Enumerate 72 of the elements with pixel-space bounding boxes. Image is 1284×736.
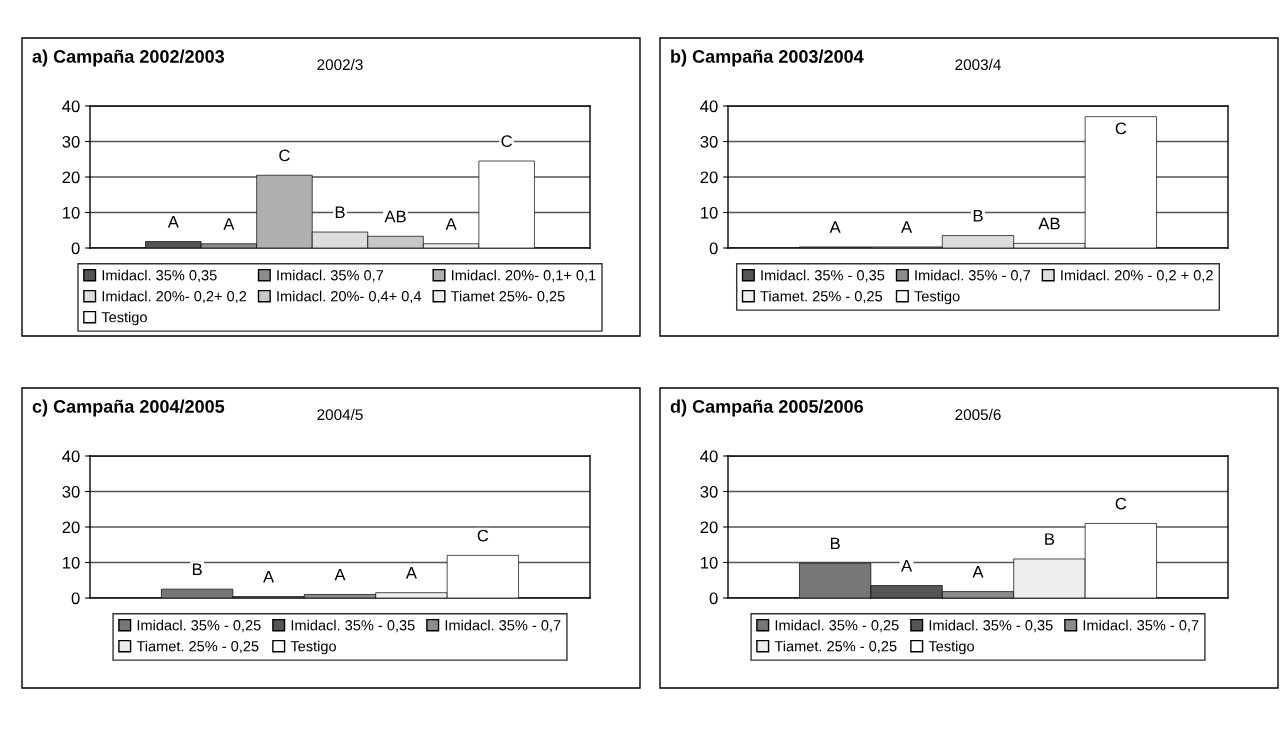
y-tick-label: 40 [700, 450, 718, 463]
legend-label: Imidacl. 35% - 0,25 [775, 619, 899, 633]
annotation: A [263, 571, 275, 583]
y-tick-label: 0 [71, 592, 80, 605]
annotation: C [477, 529, 489, 542]
annotation: B [1045, 533, 1055, 545]
legend-label: Imidacl. 20%- 0,4+ 0,4 [277, 290, 422, 304]
y-tick-label: 0 [709, 242, 718, 255]
chart-subtitle: 2004/5 [317, 408, 363, 421]
y-tick-label: 0 [71, 242, 80, 255]
annotation: A [972, 566, 984, 578]
annotation: AB [384, 210, 406, 223]
legend-label: Testigo [928, 640, 974, 655]
y-tick-label: 10 [701, 206, 718, 219]
chart-subtitle: 2003/4 [955, 58, 1001, 71]
annotation: C [1115, 497, 1127, 510]
annotation: A [405, 567, 417, 579]
annotation: A [445, 218, 457, 230]
y-tick-label: 20 [62, 171, 80, 184]
annotation: AB [1038, 217, 1060, 230]
chart-subtitle: 2005/6 [955, 408, 1001, 421]
annotation: B [192, 563, 202, 576]
legend-label: Tiamet. 25% - 0,25 [760, 290, 883, 304]
y-tick-label: 30 [700, 135, 718, 148]
legend-label: Imidacl. 35% 0,35 [102, 269, 217, 283]
annotation: A [167, 216, 179, 228]
chart-title: c) Campaña 2004/2005 [32, 399, 225, 417]
annotation: C [1115, 122, 1127, 135]
annotation: C [501, 135, 513, 148]
y-tick-label: 40 [62, 100, 80, 113]
legend-label: Imidacl. 35% - 0,35 [291, 619, 415, 633]
legend-label: Imidacl. 35% 0,7 [277, 269, 384, 283]
annotation: A [901, 560, 913, 572]
legend-label: Imidacl. 20% - 0,2 + 0,2 [1061, 269, 1213, 283]
y-tick-label: 30 [62, 135, 80, 148]
annotation: B [830, 537, 840, 550]
annotation: A [829, 221, 841, 233]
chart-title: d) Campaña 2005/2006 [670, 399, 864, 417]
y-tick-label: 40 [700, 100, 718, 113]
legend-label: Testigo [101, 311, 147, 326]
chart-subtitle: 2002/3 [317, 58, 363, 71]
y-tick-label: 30 [700, 485, 718, 498]
legend-label: Tiamet. 25% - 0,25 [774, 640, 897, 654]
annotation: B [335, 206, 345, 218]
y-tick-label: 20 [700, 521, 718, 534]
annotation: B [973, 210, 983, 222]
legend-label: Imidacl. 35% - 0,7 [1083, 619, 1199, 633]
annotation: A [901, 221, 913, 233]
y-tick-label: 20 [62, 521, 80, 534]
y-tick-label: 40 [62, 450, 80, 463]
legend-label: Imidacl. 20%- 0,1+ 0,1 [452, 269, 596, 283]
annotation: A [223, 218, 235, 230]
legend-label: Tiamet 25%- 0,25 [450, 290, 565, 304]
legend-label: Testigo [290, 640, 336, 655]
y-tick-label: 10 [63, 206, 80, 219]
y-tick-label: 0 [709, 592, 718, 605]
legend-label: Imidacl. 20%- 0,2+ 0,2 [102, 290, 247, 304]
legend-label: Imidacl. 35% - 0,7 [445, 619, 561, 633]
legend-label: Imidacl. 35% - 0,7 [915, 269, 1030, 283]
chart-title: a) Campaña 2002/2003 [32, 49, 225, 67]
legend-label: Imidacl. 35% - 0,35 [761, 269, 885, 283]
legend-label: Tiamet. 25% - 0,25 [136, 640, 259, 654]
y-tick-label: 30 [62, 485, 80, 498]
legend-label: Testigo [914, 290, 960, 305]
y-tick-label: 20 [700, 171, 718, 184]
annotation: A [334, 568, 346, 581]
y-tick-label: 10 [63, 556, 80, 569]
chart-title: b) Campaña 2003/2004 [671, 49, 864, 67]
annotation: C [279, 149, 290, 162]
legend-label: Imidacl. 35% - 0,25 [137, 619, 261, 633]
y-tick-label: 10 [701, 556, 718, 569]
legend-label: Imidacl. 35% - 0,35 [929, 619, 1053, 633]
